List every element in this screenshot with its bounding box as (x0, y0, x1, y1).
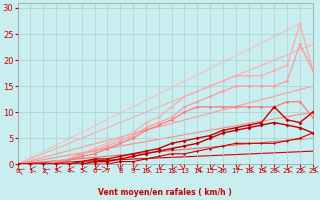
X-axis label: Vent moyen/en rafales ( km/h ): Vent moyen/en rafales ( km/h ) (98, 188, 232, 197)
